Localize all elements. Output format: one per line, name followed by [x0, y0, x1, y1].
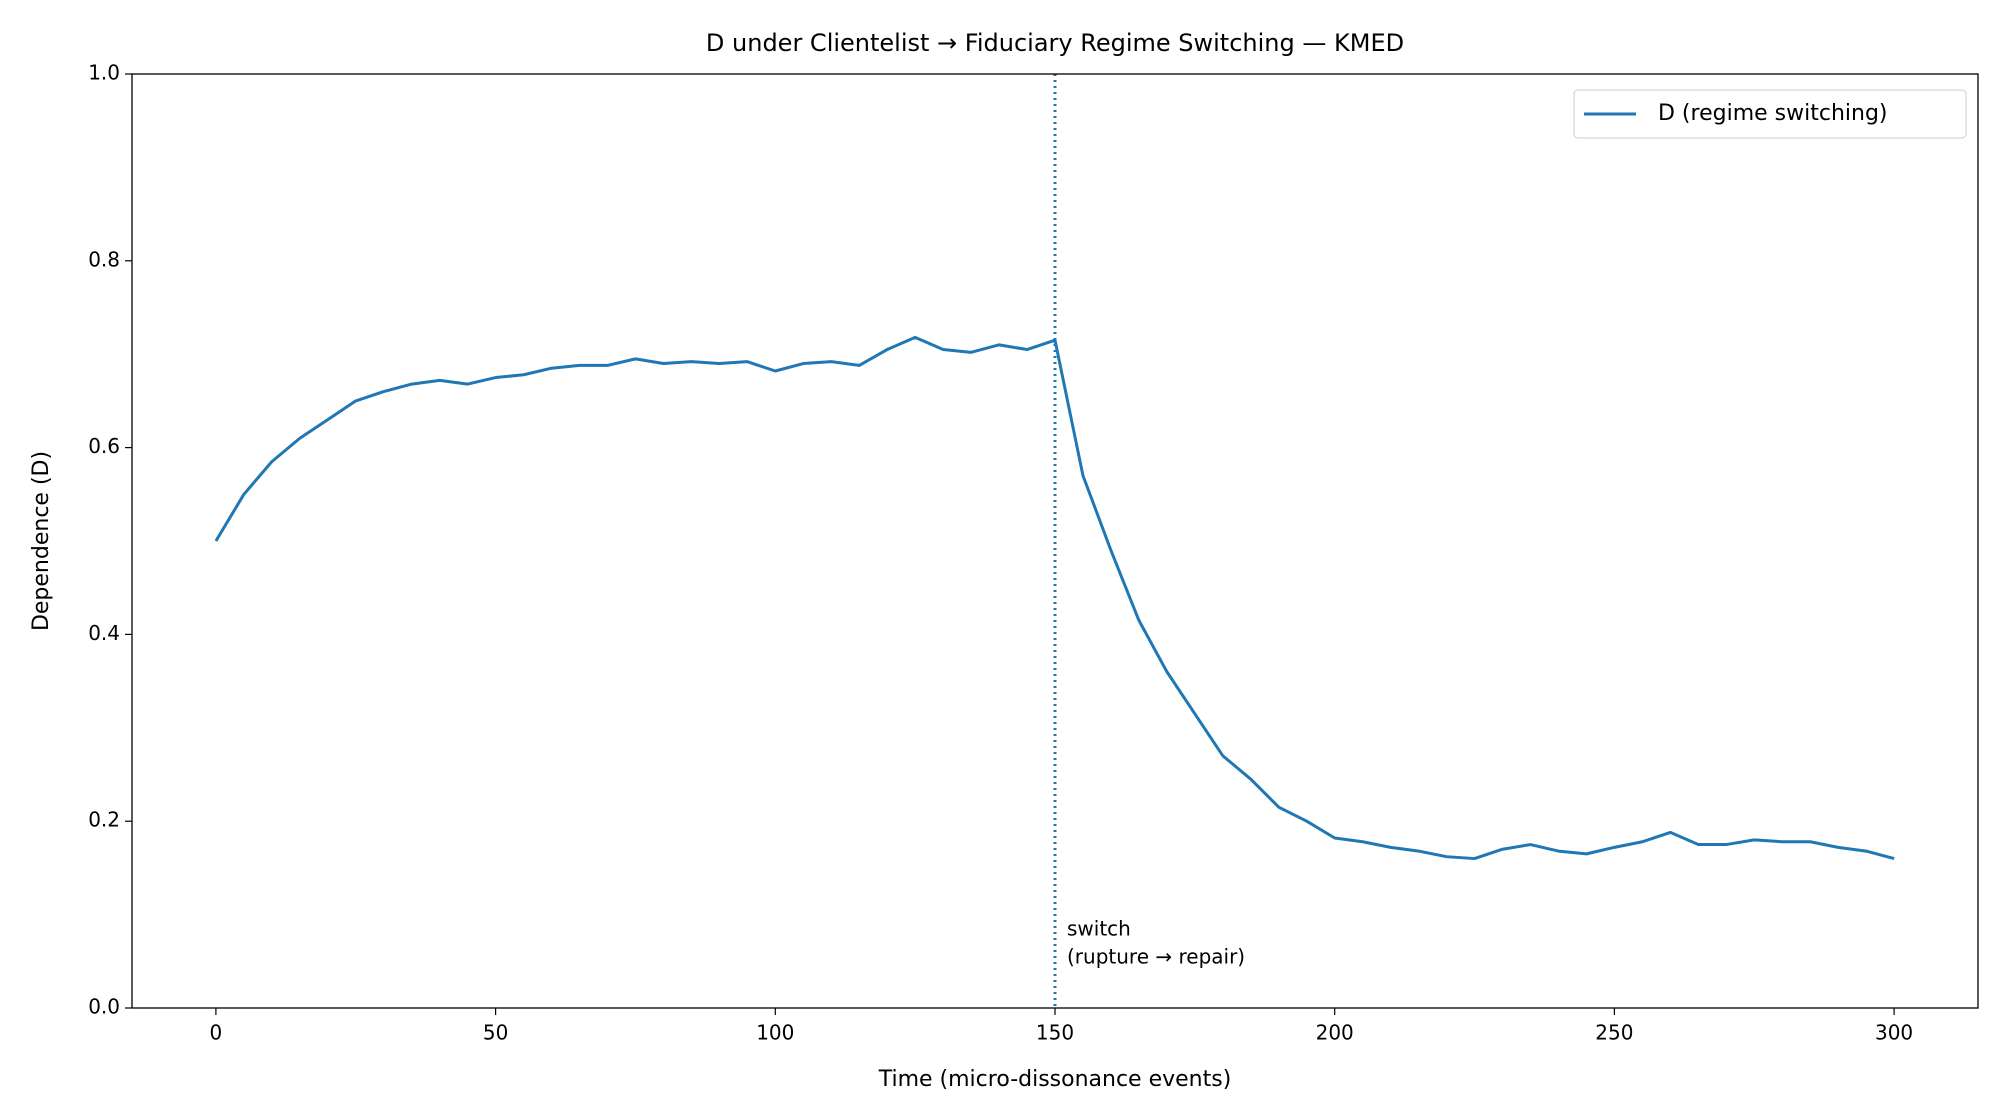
x-tick-label: 50: [483, 1021, 508, 1045]
annotation: (rupture → repair): [1067, 945, 1245, 969]
y-tick-label: 0.6: [88, 434, 120, 458]
x-axis-label: Time (micro-dissonance events): [878, 1067, 1232, 1092]
x-tick-label: 100: [756, 1021, 794, 1045]
x-tick-label: 250: [1595, 1021, 1633, 1045]
annotation: switch: [1067, 917, 1131, 941]
y-axis-label: Dependence (D): [29, 451, 54, 631]
data-line: [214, 335, 1895, 861]
y-tick-label: 0.0: [88, 995, 120, 1019]
x-tick-label: 200: [1316, 1021, 1354, 1045]
legend-box: [1573, 89, 1967, 139]
y-tick-label: 0.8: [88, 247, 120, 271]
legend: D (regime switching): [1573, 89, 1967, 139]
x-tick-label: 0: [210, 1021, 223, 1045]
legend-label: D (regime switching): [1658, 101, 1888, 126]
chart-title: D under Clientelist → Fiduciary Regime S…: [706, 29, 1404, 57]
x-tick-label: 150: [1036, 1021, 1074, 1045]
y-tick-label: 1.0: [88, 61, 120, 85]
axes-frame: [131, 73, 1979, 1009]
x-tick-label: 300: [1875, 1021, 1913, 1045]
y-tick-label: 0.4: [88, 621, 120, 645]
y-tick-label: 0.2: [88, 808, 120, 832]
